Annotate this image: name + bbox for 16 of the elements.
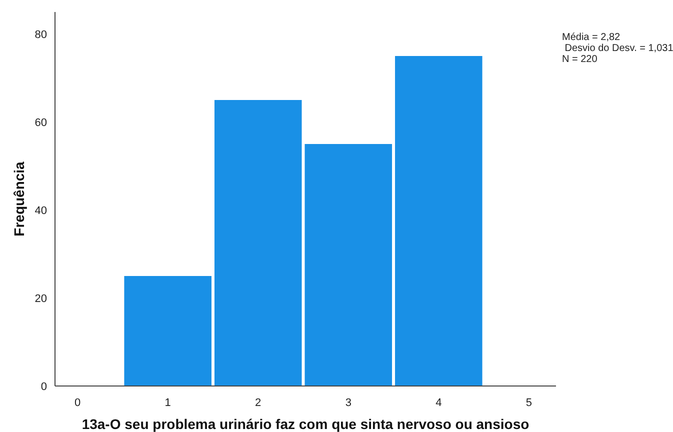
y-tick-label: 80 [34, 29, 47, 41]
text: N = 220 [562, 54, 598, 65]
x-tick-label: 2 [255, 397, 262, 409]
text: Média = 2,82 [562, 32, 621, 43]
x-tick-label: 0 [74, 397, 81, 409]
y-tick-label: 60 [34, 117, 47, 129]
x-tick-label: 3 [345, 397, 352, 409]
x-axis-title: 13a-O seu problema urinário faz com que sinta nervoso ou ansioso [82, 416, 530, 432]
x-tick-label: 4 [436, 397, 442, 409]
x-tick-label: 5 [526, 397, 532, 409]
y-tick-label: 20 [34, 293, 47, 305]
text: Desvio do Desv. = 1,031 [562, 43, 673, 54]
y-axis-title: Frequência [11, 161, 27, 236]
y-tick-label: 0 [40, 381, 47, 393]
y-tick-label: 40 [34, 205, 47, 217]
x-tick-label: 1 [164, 397, 171, 409]
